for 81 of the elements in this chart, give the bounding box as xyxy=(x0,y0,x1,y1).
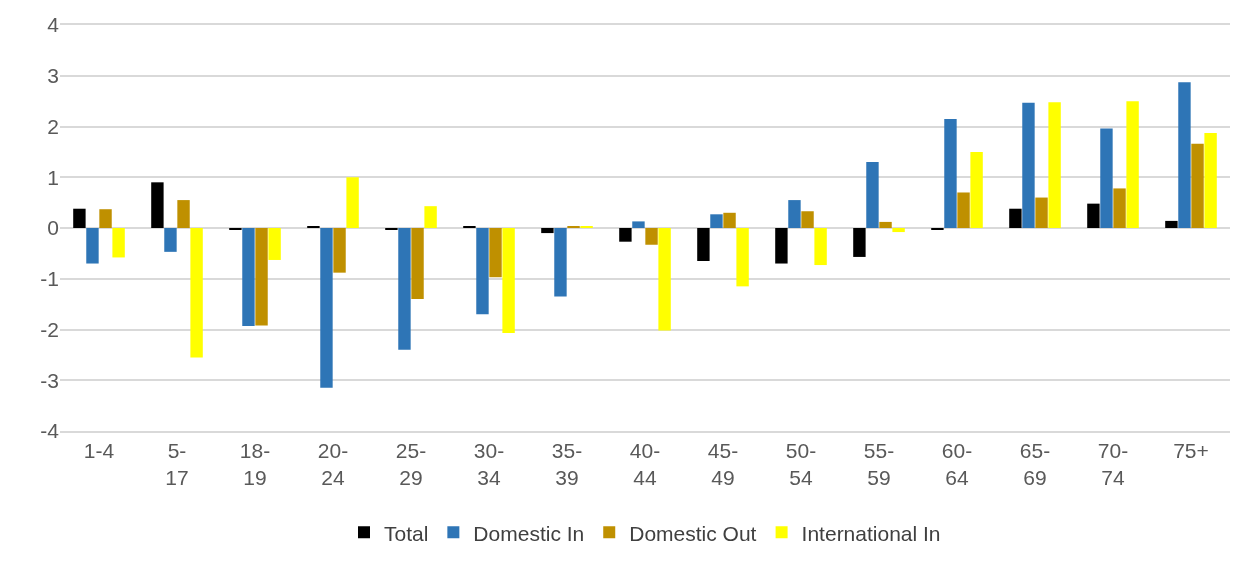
bar xyxy=(541,228,554,234)
x-tick-label: 70-74 xyxy=(1097,438,1129,490)
x-tick-label: 20-24 xyxy=(317,438,349,490)
bar xyxy=(333,228,346,273)
y-tick-label: 3 xyxy=(47,64,59,88)
y-tick-label: -1 xyxy=(40,267,59,291)
bar xyxy=(697,228,710,261)
bar xyxy=(736,228,749,287)
legend-label: Domestic In xyxy=(473,521,585,545)
bar xyxy=(866,162,879,228)
bar xyxy=(476,228,489,315)
bar xyxy=(801,211,814,228)
bar xyxy=(112,228,125,258)
y-tick-label: 1 xyxy=(47,165,59,189)
bar xyxy=(1126,101,1139,228)
bar xyxy=(970,151,983,228)
y-tick-label: -3 xyxy=(40,368,59,392)
bar xyxy=(1178,82,1191,228)
bar xyxy=(1165,220,1178,228)
bar xyxy=(1191,143,1204,228)
bar xyxy=(723,212,736,228)
x-tick-label: 60-64 xyxy=(941,438,973,490)
y-tick-label: -2 xyxy=(40,317,59,341)
x-tick-label: 25-29 xyxy=(395,438,427,490)
legend-label: Domestic Out xyxy=(629,521,757,545)
bar xyxy=(255,228,268,326)
bar xyxy=(853,228,866,257)
bar xyxy=(710,214,723,228)
x-tick-label: 1-4 xyxy=(83,438,115,462)
y-tick-label: 2 xyxy=(47,114,59,138)
bar xyxy=(645,228,658,245)
y-tick-label: 4 xyxy=(47,13,60,37)
x-tick-label: 75+ xyxy=(1173,438,1209,462)
bar xyxy=(489,228,502,278)
bar xyxy=(398,228,411,350)
bar xyxy=(411,228,424,300)
legend-label: Total xyxy=(384,521,429,545)
bar xyxy=(554,228,567,297)
bar xyxy=(73,208,86,228)
bar xyxy=(190,228,203,358)
x-tick-label: 50-54 xyxy=(785,438,817,490)
x-tick-label: 18-19 xyxy=(239,438,271,490)
x-tick-label: 40-44 xyxy=(629,438,661,490)
bar xyxy=(892,228,905,233)
bar xyxy=(1022,102,1035,228)
bar xyxy=(151,182,164,228)
bar xyxy=(242,228,255,326)
bar xyxy=(86,228,99,264)
bar xyxy=(1035,197,1048,228)
legend-label: International In xyxy=(801,521,941,545)
bar xyxy=(320,228,333,388)
x-tick-label: 5-17 xyxy=(165,438,189,490)
x-tick-label: 35-39 xyxy=(551,438,583,490)
bar xyxy=(1113,188,1126,228)
bar xyxy=(502,228,515,334)
bar xyxy=(1048,102,1061,228)
x-tick-label: 65-69 xyxy=(1019,438,1051,490)
bar xyxy=(1009,208,1022,228)
bar xyxy=(944,118,957,228)
bar xyxy=(1100,128,1113,228)
bar xyxy=(788,200,801,228)
bar xyxy=(346,177,359,228)
bar xyxy=(99,209,112,228)
bar xyxy=(177,200,190,228)
y-tick-label: 0 xyxy=(47,216,59,240)
bar xyxy=(164,228,177,252)
y-tick-label: -4 xyxy=(40,419,60,443)
bar xyxy=(814,228,827,266)
bar xyxy=(268,228,281,260)
bar xyxy=(1204,133,1217,228)
x-tick-label: 45-49 xyxy=(707,438,739,490)
bar xyxy=(632,221,645,228)
bar xyxy=(658,228,671,331)
bar xyxy=(957,192,970,228)
bar xyxy=(619,228,632,242)
bar xyxy=(1087,203,1100,228)
x-tick-label: 55-59 xyxy=(863,438,895,490)
bar xyxy=(879,221,892,228)
bar xyxy=(424,206,437,228)
bar xyxy=(775,228,788,264)
x-tick-label: 30-34 xyxy=(473,438,505,490)
